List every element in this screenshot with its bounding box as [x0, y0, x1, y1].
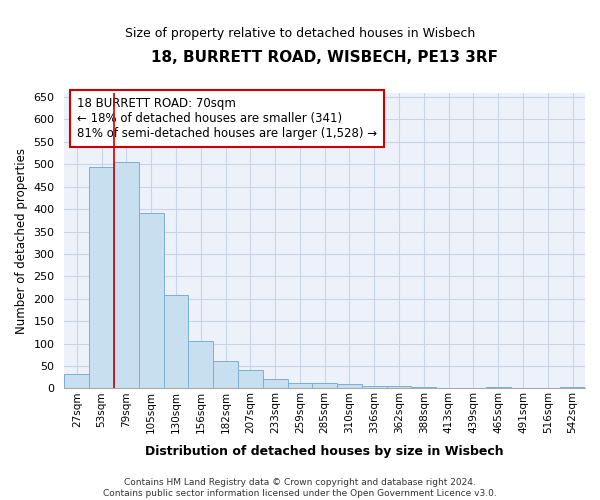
Text: Contains HM Land Registry data © Crown copyright and database right 2024.
Contai: Contains HM Land Registry data © Crown c…: [103, 478, 497, 498]
Bar: [238, 370, 263, 388]
Bar: [313, 383, 337, 388]
Bar: [337, 384, 362, 388]
Bar: [139, 213, 164, 388]
X-axis label: Distribution of detached houses by size in Wisbech: Distribution of detached houses by size …: [145, 444, 504, 458]
Bar: [188, 341, 213, 388]
Y-axis label: Number of detached properties: Number of detached properties: [15, 148, 28, 334]
Bar: [114, 162, 139, 388]
Bar: [412, 386, 436, 388]
Title: 18, BURRETT ROAD, WISBECH, PE13 3RF: 18, BURRETT ROAD, WISBECH, PE13 3RF: [151, 50, 498, 65]
Bar: [362, 386, 386, 388]
Bar: [287, 383, 313, 388]
Bar: [213, 361, 238, 388]
Bar: [89, 168, 114, 388]
Bar: [263, 378, 287, 388]
Bar: [560, 386, 585, 388]
Bar: [486, 386, 511, 388]
Bar: [386, 386, 412, 388]
Text: 18 BURRETT ROAD: 70sqm
← 18% of detached houses are smaller (341)
81% of semi-de: 18 BURRETT ROAD: 70sqm ← 18% of detached…: [77, 97, 377, 140]
Bar: [64, 374, 89, 388]
Bar: [164, 295, 188, 388]
Text: Size of property relative to detached houses in Wisbech: Size of property relative to detached ho…: [125, 28, 475, 40]
